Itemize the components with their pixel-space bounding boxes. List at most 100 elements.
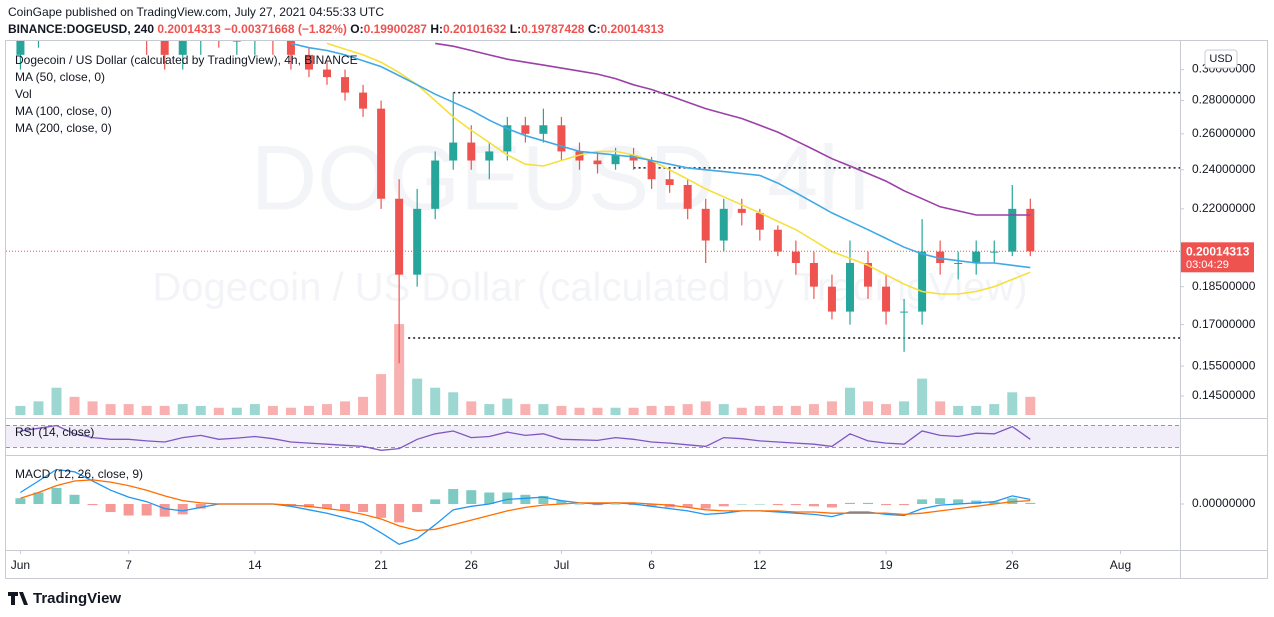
publisher-line: CoinGape published on TradingView.com, J… [8, 5, 384, 19]
macd-tick-label: 0.00000000 [1192, 496, 1256, 510]
y-tick-label: 0.15500000 [1192, 358, 1256, 372]
candle-body [232, 41, 241, 42]
macd-histogram-bar [826, 504, 837, 508]
macd-histogram-bar [466, 490, 477, 504]
rsi-band-fill [6, 425, 1180, 448]
candle-body [701, 208, 710, 241]
candle-body [125, 13, 133, 26]
legend-entry: MA (50, close, 0) [15, 70, 105, 84]
ohlc-label: L: [509, 22, 522, 36]
volume-bar [51, 387, 62, 415]
volume-bar [646, 405, 657, 415]
candle-body [557, 125, 566, 152]
candle-body [286, 41, 295, 55]
candle-body [1008, 208, 1017, 252]
volume-bar [881, 404, 892, 415]
volume-bar [790, 405, 801, 415]
candle-body [629, 155, 638, 161]
macd-histogram-bar [844, 502, 855, 504]
volume-bar [863, 401, 874, 415]
macd-histogram-bar [881, 504, 892, 506]
y-tick-label: 0.14500000 [1192, 388, 1256, 402]
x-tick-label: 6 [648, 558, 655, 572]
macd-histogram-bar [195, 504, 206, 509]
macd-histogram-bar [772, 504, 783, 506]
candle-body [611, 155, 620, 165]
volume-bar [754, 405, 765, 415]
macd-histogram-bar [808, 504, 819, 507]
volume-bar [466, 401, 477, 415]
volume-bar [394, 324, 405, 415]
candle-body [539, 125, 548, 134]
candle-body [773, 229, 782, 252]
volume-bar [971, 405, 982, 415]
macd-histogram-bar [1025, 502, 1036, 504]
macd-histogram-bar [358, 504, 369, 513]
macd-pane [15, 468, 1036, 546]
price-label-box [1181, 242, 1254, 273]
macd-histogram-bar [953, 499, 964, 504]
macd-histogram-bar [159, 504, 170, 517]
macd-histogram-bar [556, 500, 567, 504]
x-tick-label: 26 [465, 558, 479, 572]
frame [5, 40, 1268, 579]
volume-bar [574, 407, 585, 415]
candle-body [593, 160, 602, 165]
publisher: CoinGape published on TradingView.com, J… [8, 5, 385, 19]
volume-bar [231, 407, 242, 415]
y-tick-label: 0.24000000 [1192, 162, 1256, 176]
volume-bar [628, 407, 639, 415]
macd-histogram-bar [105, 504, 116, 513]
candle-body [936, 251, 945, 263]
candle-body [683, 184, 692, 209]
ohlc-value: 0.20101632 [443, 22, 507, 36]
candle-body [791, 251, 800, 263]
candle-body [431, 160, 440, 209]
macd-histogram-bar [736, 504, 747, 505]
macd-histogram-bar [863, 502, 874, 504]
candle-body [251, 34, 259, 41]
candle-body [215, 27, 223, 41]
volume-bar [484, 404, 495, 415]
brand: TradingView [8, 590, 121, 607]
macd-histogram-bar [322, 504, 333, 509]
volume-bar [917, 378, 928, 415]
last-price: 0.20014313 [157, 22, 221, 36]
candle-body [34, 0, 42, 40]
volume-bar [303, 405, 314, 415]
macd-histogram-bar [538, 495, 549, 504]
y-tick-label: 0.17000000 [1192, 317, 1256, 331]
volume-bar [808, 404, 819, 415]
volume-bar [267, 405, 278, 415]
moving-average [326, 42, 1031, 295]
macd-histogram-bar [917, 499, 928, 504]
volume-bar [448, 392, 459, 415]
candle-body [719, 208, 728, 241]
macd-histogram-bar [376, 504, 387, 518]
volume-bar [610, 407, 621, 415]
y-tick-label: 0.26000000 [1192, 126, 1256, 140]
macd-histogram-bar [448, 489, 459, 504]
volume-bar [213, 407, 224, 415]
macd-histogram-bar [340, 504, 351, 511]
macd-histogram-bar [394, 504, 405, 523]
y-tick-label: 0.28000000 [1192, 93, 1256, 107]
candle-body [521, 125, 530, 134]
x-tick-label: 19 [879, 558, 893, 572]
candle-body [359, 92, 368, 109]
candle-body [395, 198, 404, 275]
candle-body [377, 108, 386, 199]
legend: Dogecoin / US Dollar (calculated by Trad… [15, 53, 358, 481]
candle-body [341, 77, 350, 93]
x-tick-label: 7 [125, 558, 132, 572]
macd-histogram-bar [412, 504, 423, 513]
candle-body [269, 34, 277, 41]
candle-body [503, 125, 512, 152]
legend-entry: MA (200, close, 0) [15, 121, 112, 135]
volume-bar [358, 396, 369, 415]
volume-bar [412, 378, 423, 415]
x-tick-label: 12 [753, 558, 767, 572]
moving-average [290, 42, 1031, 269]
candle-body [1026, 208, 1035, 252]
